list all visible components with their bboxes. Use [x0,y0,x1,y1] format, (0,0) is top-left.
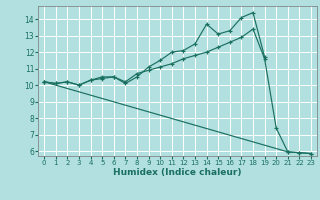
X-axis label: Humidex (Indice chaleur): Humidex (Indice chaleur) [113,168,242,177]
